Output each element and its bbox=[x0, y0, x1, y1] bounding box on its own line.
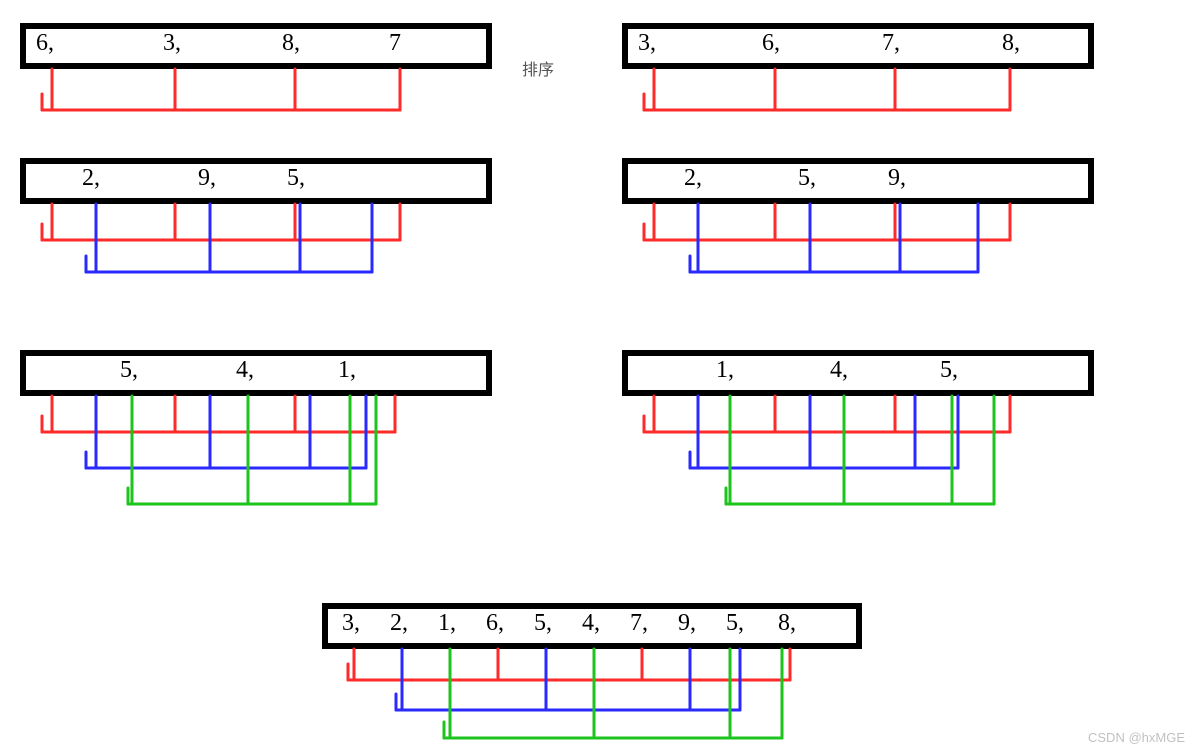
watermark: CSDN @hxMGE bbox=[1088, 730, 1185, 745]
diagram-canvas: 排序 6, 3, 8, 7 3, 6, 7, 8, 2, 9, 5, 2, 5,… bbox=[0, 0, 1193, 751]
bracket-layer bbox=[0, 0, 1193, 751]
